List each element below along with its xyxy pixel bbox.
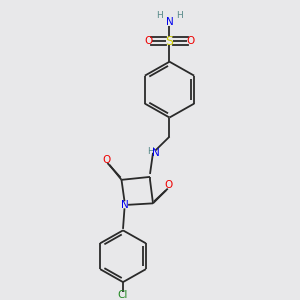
Text: N: N [152, 148, 159, 158]
Text: N: N [166, 17, 173, 27]
Text: O: O [144, 36, 153, 46]
Text: H: H [147, 147, 154, 156]
Text: H: H [156, 11, 163, 20]
Text: H: H [176, 11, 183, 20]
Text: S: S [166, 34, 173, 48]
Text: O: O [102, 155, 111, 165]
Text: O: O [186, 36, 195, 46]
Text: N: N [121, 200, 128, 210]
Text: O: O [165, 180, 173, 190]
Text: Cl: Cl [118, 290, 128, 300]
